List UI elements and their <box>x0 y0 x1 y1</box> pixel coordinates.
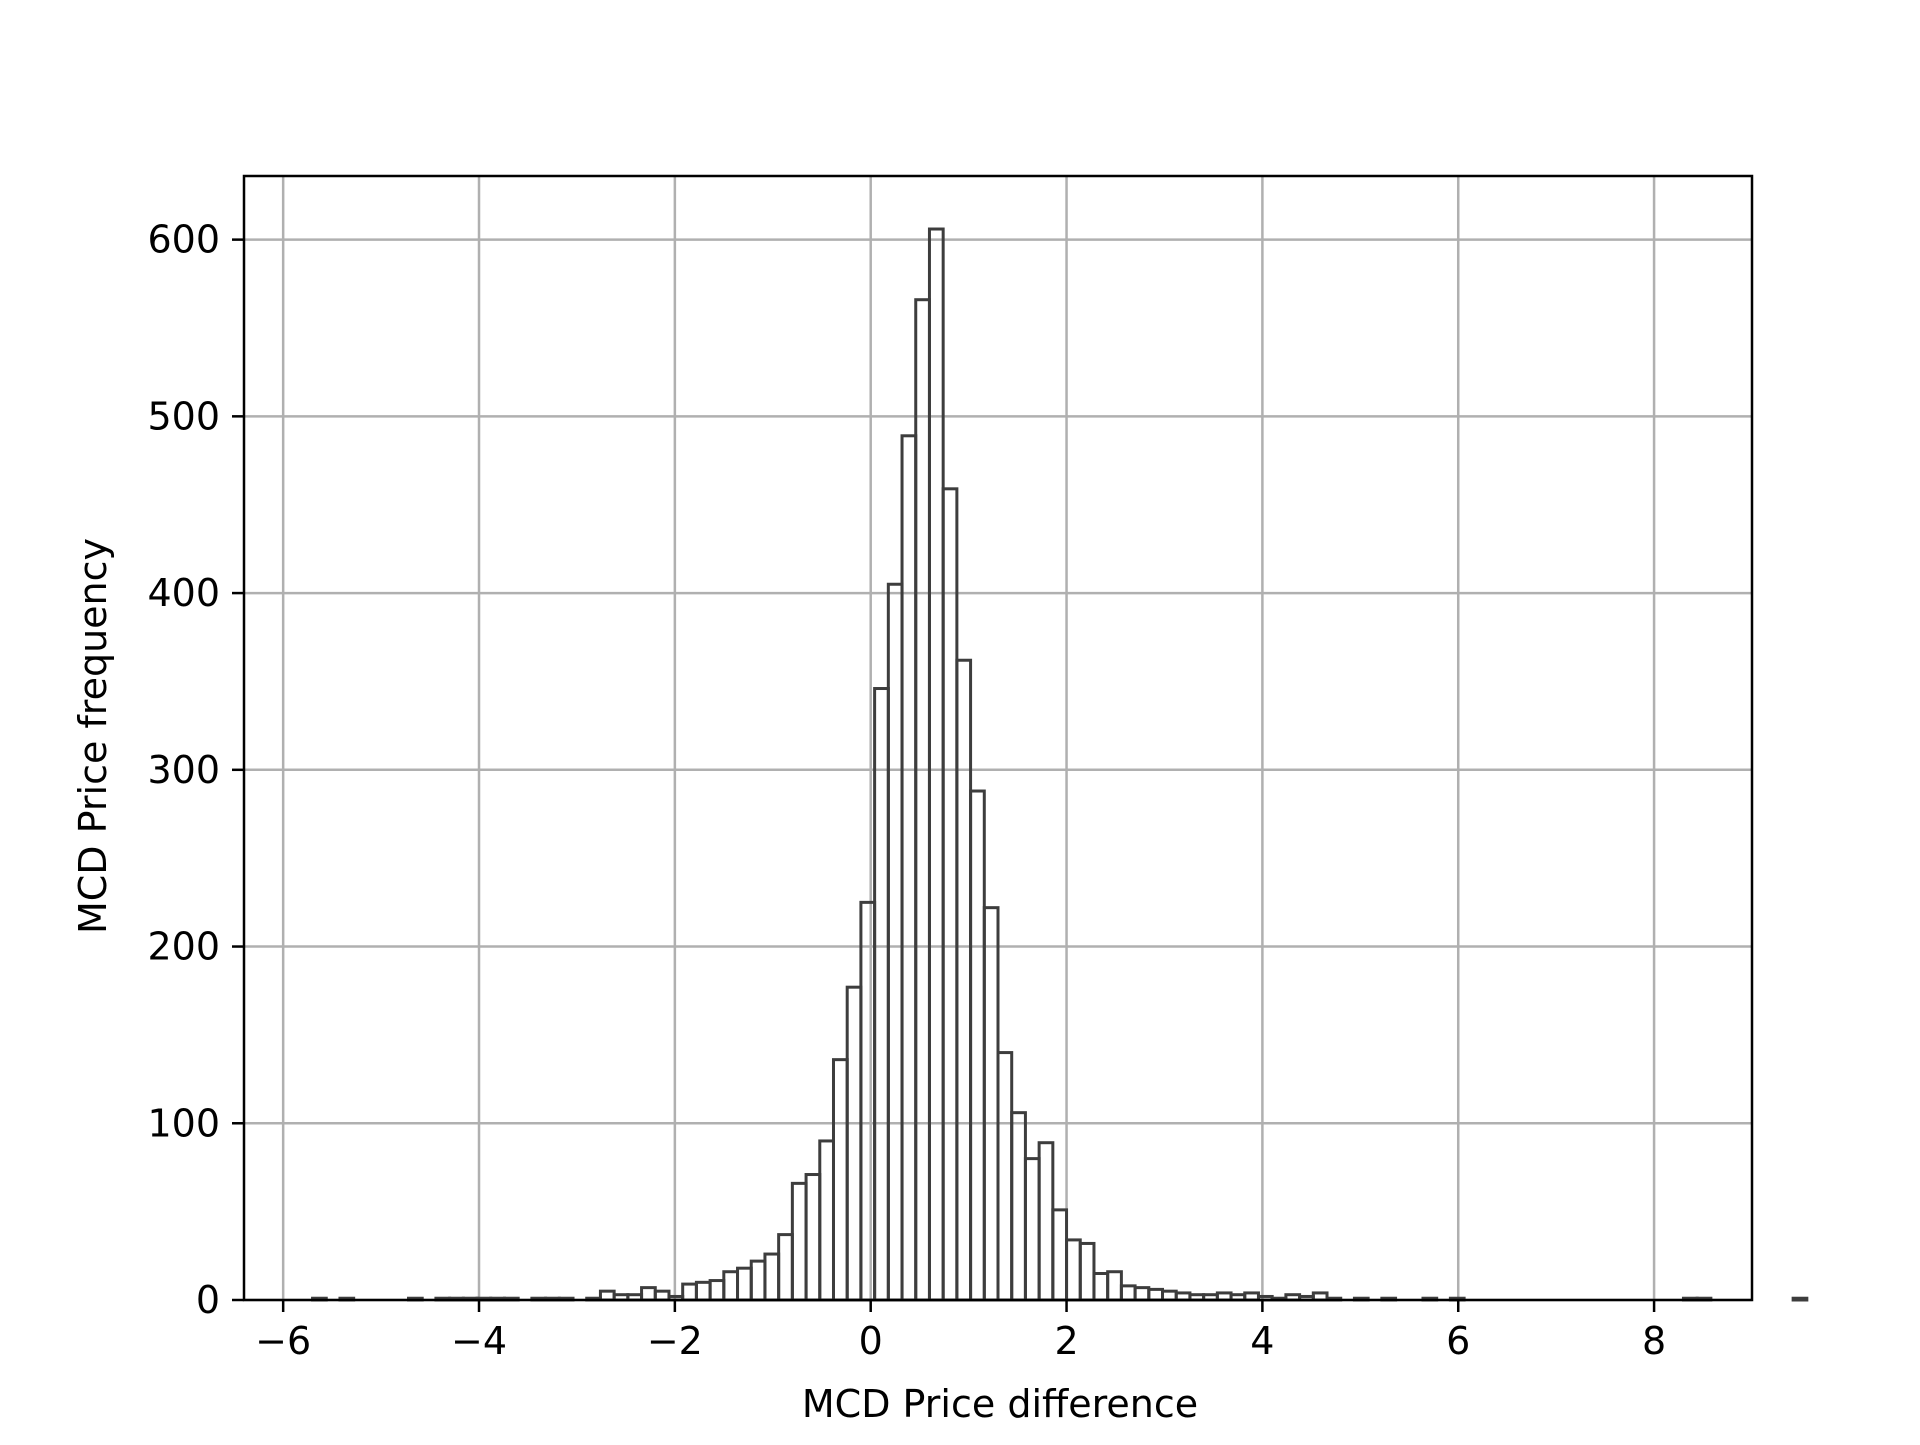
x-tick-label: 2 <box>1054 1319 1078 1363</box>
y-tick-label: 500 <box>147 394 220 438</box>
histogram-bar <box>1119 1284 1137 1302</box>
histogram-bar <box>900 434 918 1302</box>
histogram-bar <box>1161 1289 1178 1302</box>
grid-layer <box>244 176 1752 1302</box>
histogram-bar <box>1078 1241 1096 1302</box>
histogram-bar <box>1133 1286 1151 1302</box>
histogram-bars <box>311 227 1809 1302</box>
x-tick-label: 0 <box>859 1319 883 1363</box>
histogram-bar <box>708 1279 726 1302</box>
x-tick-label: 6 <box>1446 1319 1470 1363</box>
histogram-bar <box>640 1286 657 1302</box>
plot-frame <box>242 174 1754 1302</box>
histogram-bar <box>969 789 986 1302</box>
histogram-bar <box>927 227 945 1302</box>
histogram-bar <box>749 1259 767 1302</box>
histogram-bar <box>598 1289 616 1302</box>
histogram-bar <box>982 906 1000 1302</box>
histogram-bar <box>763 1252 781 1302</box>
histogram-bar <box>1106 1270 1123 1302</box>
histogram-bar <box>955 658 973 1302</box>
x-tick-label: 4 <box>1250 1319 1274 1363</box>
histogram-bar <box>914 298 931 1302</box>
y-tick-label: 200 <box>147 925 220 969</box>
ticks-layer: −6 −4 −2 0 2 4 6 8 0 100 200 300 400 500 600 <box>147 218 1666 1363</box>
histogram-bar <box>818 1139 835 1302</box>
histogram-bar <box>1051 1208 1069 1302</box>
histogram-bar <box>1010 1111 1027 1302</box>
histogram-bar <box>859 900 877 1302</box>
histogram-bar <box>845 985 863 1302</box>
histogram-bar <box>941 487 959 1302</box>
histogram-bar <box>736 1266 753 1302</box>
histogram-bar <box>804 1173 822 1302</box>
axes-layer <box>242 174 1754 1302</box>
histogram-bar <box>996 1051 1014 1302</box>
histogram-bar <box>1023 1157 1041 1302</box>
x-tick-label: −4 <box>451 1319 507 1363</box>
y-tick-label: 600 <box>147 218 220 262</box>
histogram-bar <box>790 1181 808 1302</box>
y-tick-label: 400 <box>147 571 220 615</box>
histogram-bar <box>1791 1296 1809 1302</box>
y-tick-label: 100 <box>147 1101 220 1145</box>
histogram-bar <box>681 1282 698 1302</box>
histogram-bar <box>653 1289 671 1302</box>
y-axis-label: MCD Price frequency <box>71 538 115 934</box>
x-axis-label: MCD Price difference <box>802 1382 1198 1426</box>
x-tick-label: −2 <box>647 1319 703 1363</box>
histogram-bar <box>1037 1141 1055 1302</box>
y-tick-label: 0 <box>196 1278 220 1322</box>
y-tick-label: 300 <box>147 748 220 792</box>
x-tick-label: −6 <box>255 1319 311 1363</box>
histogram-bar <box>722 1270 740 1302</box>
histogram-bar <box>1065 1238 1082 1302</box>
histogram-bar <box>694 1280 712 1302</box>
histogram-bar <box>777 1233 794 1302</box>
histogram-bar <box>831 1058 849 1302</box>
histogram-bar <box>1092 1271 1110 1302</box>
histogram-bar <box>1147 1287 1165 1302</box>
histogram-bar <box>873 687 890 1302</box>
x-tick-label: 8 <box>1642 1319 1666 1363</box>
histogram-bar <box>886 582 904 1302</box>
